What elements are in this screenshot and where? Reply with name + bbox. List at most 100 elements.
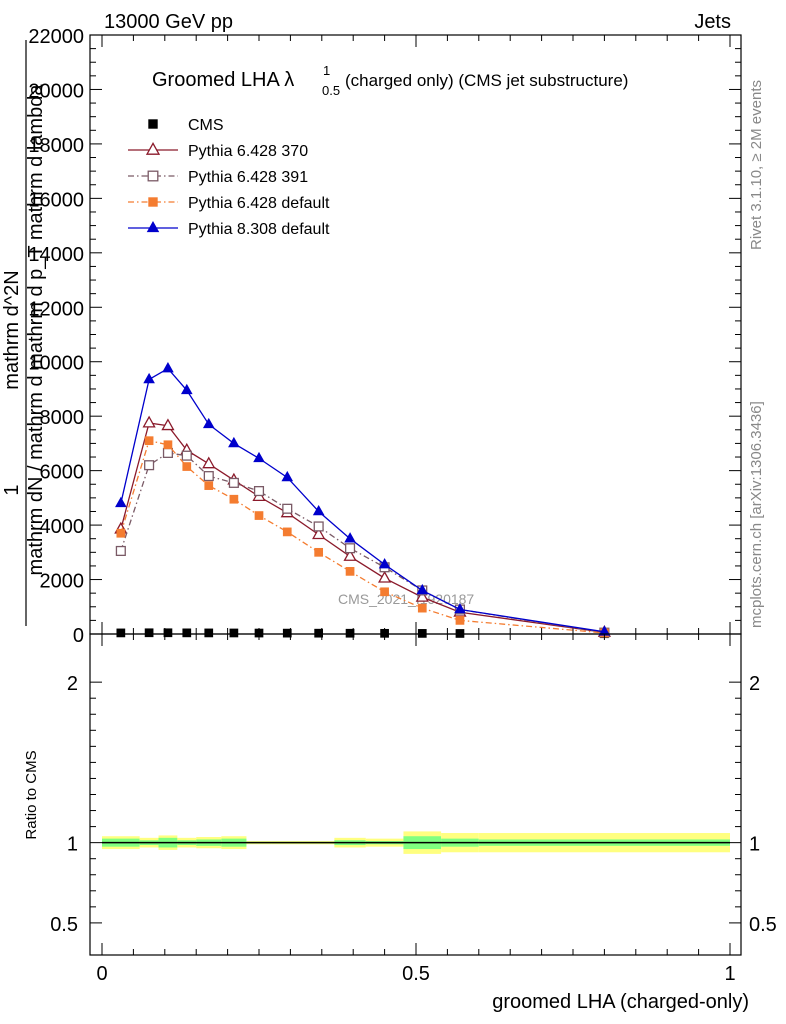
legend-entry-2: Pythia 6.428 391 (188, 169, 308, 186)
ratio-y-axis-label: Ratio to CMS (23, 750, 40, 839)
y-tick-label: 10000 (28, 353, 84, 375)
series-1-point (161, 418, 175, 431)
header-right: Jets (694, 11, 731, 33)
series-4-point (228, 436, 240, 448)
header-left: 13000 GeV pp (104, 11, 233, 33)
ratio-y-tick-label: 1 (67, 834, 78, 856)
series-4-point (416, 583, 429, 595)
series-0-point (345, 628, 355, 638)
series-2-point (253, 486, 265, 497)
chart-title-superscript: 1 (323, 63, 330, 78)
series-1-point (377, 570, 392, 583)
chart-title-suffix: (charged only) (CMS jet substructure) (345, 71, 628, 90)
y-tick-label: 18000 (28, 135, 84, 157)
series-3-point (455, 616, 465, 625)
series-1-point (202, 456, 216, 469)
series-1-point (142, 415, 156, 428)
ratio-frame (89, 633, 742, 956)
series-4-point (378, 558, 391, 569)
series-2-point (162, 447, 173, 458)
ratio-y-tick-label-right: 1 (749, 834, 760, 856)
x-axis-label: groomed LHA (charged-only) (492, 991, 749, 1013)
legend-marker-1 (145, 142, 161, 155)
series-3-point (345, 567, 355, 576)
y-axis-label-top-line: mathrm d^2N (1, 270, 23, 389)
series-3-point (144, 436, 154, 446)
series-4-point (253, 451, 265, 463)
series-2-point (203, 471, 214, 482)
series-1-point (312, 527, 326, 540)
y-tick-label: 16000 (28, 189, 84, 211)
series-2-point (181, 450, 192, 461)
series-0-point (229, 628, 239, 638)
legend-entry-4: Pythia 8.308 default (188, 221, 330, 238)
y-tick-label: 8000 (40, 407, 85, 429)
y-tick-label: 2000 (40, 571, 85, 593)
series-4-point (454, 602, 466, 614)
ratio-y-tick-label-right: 0.5 (749, 914, 777, 936)
series-2-point (345, 543, 356, 554)
series-3-point (254, 511, 264, 520)
legend-entry-0: CMS (188, 117, 224, 134)
series-0-point (182, 628, 192, 638)
y-tick-label: 22000 (28, 26, 84, 48)
series-0-point (314, 628, 324, 638)
y-axis-label-bottom-line: mathrm dN / mathrm d mathrm d p_T mathrm… (25, 84, 47, 576)
series-1-point (415, 589, 429, 602)
legend-marker-4 (146, 220, 160, 233)
series-0-point (144, 628, 154, 638)
series-0-point (116, 628, 126, 638)
series-4-point (115, 496, 127, 508)
series-3-point (204, 481, 214, 490)
legend-marker-3 (148, 197, 158, 207)
ratio-panel: 0.5 0.5 1 1 2 2 0 0.5 1 Ratio to CMS groomed LHA (… (23, 633, 777, 1013)
series-1-point (343, 549, 357, 561)
rivet-label: Rivet 3.1.10, ≥ 2M events (748, 80, 765, 250)
series-4-point (312, 504, 325, 516)
legend-entry-3: Pythia 6.428 default (188, 195, 330, 212)
y-tick-label: 12000 (28, 298, 84, 320)
series-4-point (202, 417, 215, 429)
series-4-point (344, 532, 356, 543)
x-tick-label: 1 (724, 963, 735, 985)
series-2-point (313, 521, 324, 532)
ratio-y-tick-label: 2 (67, 673, 78, 695)
ratio-y-tick-label: 0.5 (50, 914, 78, 936)
series-3-point (182, 462, 192, 471)
series-2-point (282, 503, 293, 514)
watermark: CMS_2021_I1920187 (338, 591, 474, 607)
chart-title: Groomed LHA λ (152, 69, 294, 91)
chart-title-subscript: 0.5 (322, 83, 340, 98)
series-0-point (163, 628, 173, 638)
series-4-point (180, 383, 193, 395)
series-3-point (229, 494, 239, 504)
y-tick-label: 20000 (28, 80, 84, 102)
x-tick-label: 0 (96, 963, 107, 985)
y-tick-label: 0 (73, 625, 84, 647)
series-line-3 (120, 439, 605, 634)
series-3-point (282, 527, 292, 537)
series-3-point (314, 547, 324, 557)
series-line-2 (120, 452, 605, 634)
series-0-point (204, 628, 214, 638)
series-3-point (116, 528, 126, 538)
series-4-point (281, 470, 294, 482)
series-3-point (417, 603, 427, 613)
legend-marker-0 (148, 119, 158, 129)
series-2-point (115, 545, 126, 557)
series-2-point (228, 477, 239, 488)
ratio-y-tick-label-right: 2 (749, 673, 760, 695)
series-2-point (144, 460, 155, 471)
y-axis-label-one: 1 (1, 484, 23, 495)
legend-entry-1: Pythia 6.428 370 (188, 143, 308, 160)
series-3-point (380, 587, 389, 597)
series-3-point (163, 440, 173, 450)
mcplots-label: mcplots.cern.ch [arXiv:1306.3436] (748, 401, 765, 628)
x-tick-label: 0.5 (402, 963, 430, 985)
legend-marker-2 (147, 170, 159, 182)
series-4-point (143, 372, 155, 384)
y-tick-label: 14000 (28, 244, 84, 266)
y-tick-label: 4000 (40, 516, 85, 538)
series-4-point (162, 362, 174, 373)
main-panel: 0 2000 4000 6000 8000 10000 12000 14000 16000 180… (1, 26, 742, 647)
